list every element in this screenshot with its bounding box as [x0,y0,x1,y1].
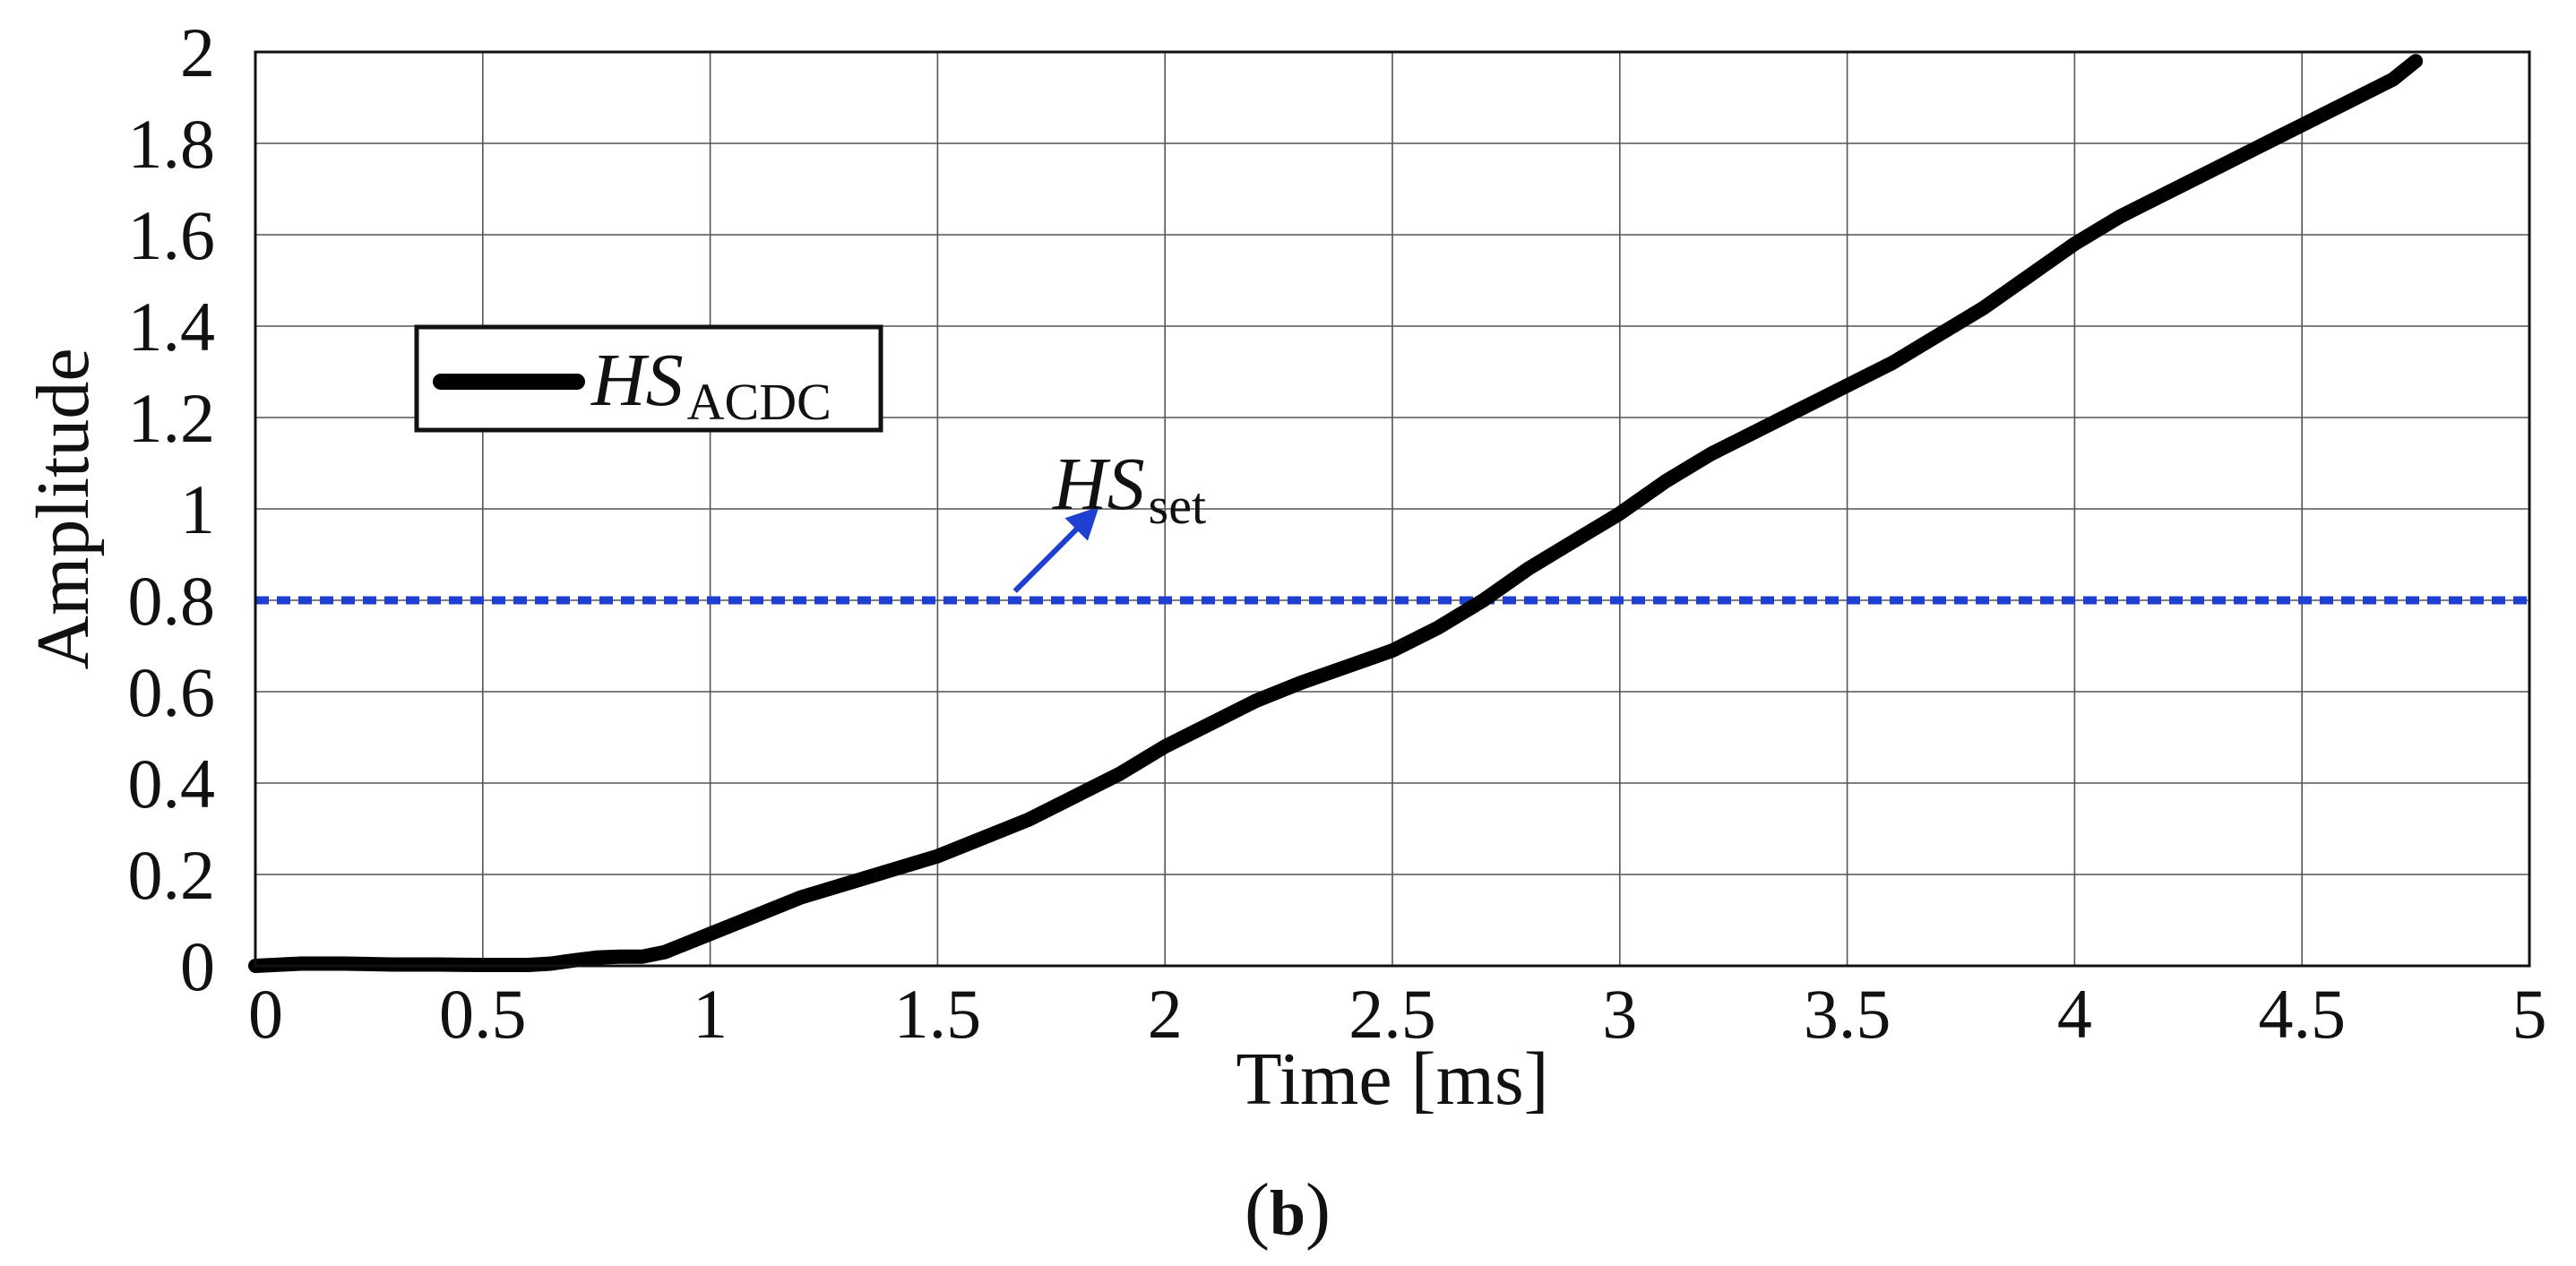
annotation-arrow [1012,506,1099,593]
x-tick-label: 3.5 [1804,975,1891,1053]
legend: HSACDC [414,324,883,433]
series-line-hs-acdc [248,54,2424,973]
panel-label-open: ( [1245,1168,1270,1252]
x-tick-label: 0 [248,975,283,1053]
x-tick-label: 1.5 [894,975,982,1053]
y-tick-label: 0.2 [128,836,216,914]
legend-label-hs-acdc: HSACDC [590,339,831,431]
y-tick-label: 1.2 [128,379,216,457]
panel-label: (b) [1245,1168,1331,1252]
annotation-label-main: HS [1052,443,1145,526]
plot-frame [254,50,2531,968]
y-tick-label: 0.8 [128,562,216,640]
legend-label-subscript: ACDC [687,373,831,431]
x-tick-label: 1 [693,975,728,1053]
y-tick-label: 0 [180,927,215,1005]
y-tick-label: 2 [180,13,215,91]
y-tick-label: 1.4 [128,288,216,366]
y-tick-label: 1.8 [128,105,216,183]
panel-label-letter: b [1270,1177,1305,1249]
x-tick-label: 2 [1148,975,1183,1053]
y-tick-label: 1.6 [128,196,216,274]
x-tick-label: 4 [2057,975,2092,1053]
y-tick-label: 0.4 [128,745,216,822]
x-tick-label: 3 [1602,975,1637,1053]
panel-label-close: ) [1305,1168,1331,1252]
y-axis-label: Amplitude [22,348,105,669]
series-layer [248,54,2529,973]
legend-label-main: HS [590,339,684,422]
annotation-label-subscript: set [1149,477,1206,535]
x-axis-label: Time [ms] [1236,1038,1548,1121]
x-tick-label: 5 [2512,975,2547,1053]
x-tick-label: 0.5 [439,975,527,1053]
tick-labels: 0 0.5 1 1.5 2 2.5 3 3.5 4 4.5 5 0 0.2 0.4 0.6 0.8 1 1.2 1.… [128,13,2547,1053]
y-tick-label: 0.6 [128,653,216,731]
y-tick-label: 1 [180,470,215,548]
x-tick-label: 2.5 [1348,975,1436,1053]
annotation-label-hs-set: HSset [1052,443,1206,535]
x-tick-label: 4.5 [2258,975,2346,1053]
